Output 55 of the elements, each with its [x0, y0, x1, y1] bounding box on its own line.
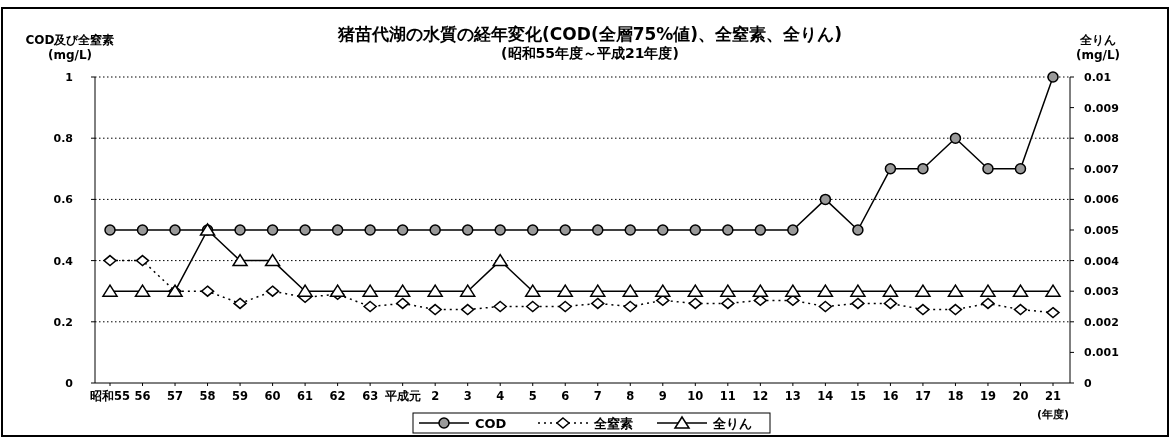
- y-tick-label: 1: [65, 71, 73, 84]
- y-axis-title: COD及び全窒素 (mg/L): [25, 33, 115, 62]
- x-tick-label: 20: [1012, 389, 1029, 403]
- x-tick-label: 63: [362, 389, 379, 403]
- x-tick-label: 59: [232, 389, 249, 403]
- y2-tick-label: 0.008: [1084, 132, 1119, 146]
- legend-label: 全窒素: [593, 416, 633, 431]
- y-tick-label: 0.6: [53, 193, 74, 207]
- y2-tick-label: 0: [1084, 377, 1092, 390]
- y2-tick-label: 0.01: [1084, 71, 1112, 84]
- x-tick-label: 平成元: [383, 389, 421, 403]
- x-tick-label: 3: [463, 389, 472, 403]
- x-tick-label: 15: [849, 389, 866, 403]
- x-tick-label: 58: [199, 389, 216, 403]
- y2-tick-label: 0.004: [1084, 254, 1120, 268]
- x-tick-label: 7: [593, 389, 602, 403]
- y-tick-label: 0: [65, 377, 74, 390]
- x-tick-label: 56: [134, 389, 151, 403]
- y2-tick-label: 0.005: [1084, 224, 1119, 237]
- y2-axis-title: 全りん (mg/L): [1075, 33, 1121, 62]
- legend-label: 全りん: [712, 416, 752, 431]
- chart-subtitle: (昭和55年度～平成21年度): [501, 45, 679, 61]
- x-tick-label: 12: [752, 389, 769, 403]
- y2-tick-label: 0.006: [1084, 193, 1120, 207]
- y2-tick-label: 0.002: [1084, 315, 1119, 329]
- x-tick-label: 62: [329, 389, 346, 403]
- x-tick-label: 61: [297, 389, 314, 403]
- x-tick-label: 17: [914, 389, 931, 403]
- x-tick-label: 14: [817, 389, 834, 403]
- x-tick-label: 4: [496, 389, 505, 403]
- y2-tick-label: 0.001: [1084, 346, 1119, 360]
- x-tick-label: 5: [528, 389, 537, 403]
- x-tick-label: 2: [431, 389, 440, 403]
- x-tick-label: 57: [167, 389, 184, 403]
- x-tick-label: 6: [561, 389, 570, 403]
- x-tick-label: 8: [626, 389, 635, 403]
- x-tick-label: 60: [264, 389, 281, 403]
- y-tick-label: 0.2: [53, 315, 73, 329]
- x-tick-label: 18: [947, 389, 964, 403]
- x-tick-label: 9: [658, 389, 667, 403]
- y-tick-label: 0.4: [53, 254, 74, 268]
- x-tick-label: 10: [687, 389, 704, 403]
- x-tick-label: 16: [882, 389, 899, 403]
- chart-title: 猪苗代湖の水質の経年変化(COD(全層75%値)、全窒素、全りん): [337, 24, 842, 44]
- x-tick-label: 11: [719, 389, 736, 403]
- x-tick-label: 昭和55: [89, 389, 131, 403]
- y2-tick-label: 0.007: [1084, 162, 1119, 176]
- x-axis-title: (年度): [1036, 408, 1070, 421]
- y2-tick-label: 0.009: [1084, 101, 1119, 115]
- y2-tick-label: 0.003: [1084, 285, 1119, 299]
- y-tick-label: 0.8: [53, 132, 73, 146]
- x-tick-label: 19: [979, 389, 996, 403]
- legend-label: COD: [475, 416, 507, 431]
- x-tick-label: 21: [1044, 389, 1062, 403]
- x-tick-label: 13: [784, 389, 801, 403]
